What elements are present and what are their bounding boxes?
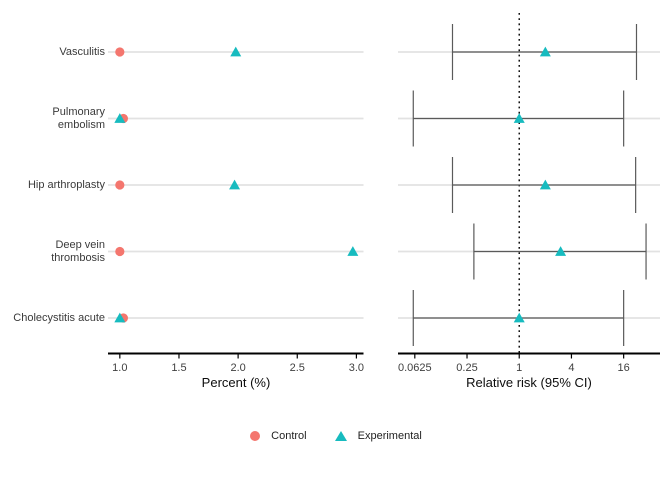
control-point [115, 246, 125, 257]
x-tick-label: 0.0625 [398, 362, 432, 374]
relative-risk-point [513, 312, 525, 323]
x-tick-label: 1 [516, 362, 522, 374]
legend-label-control: Control [271, 430, 307, 442]
category-label: Deep vein thrombosis [51, 238, 105, 264]
experimental-point [114, 312, 126, 323]
x-tick-label: 1.0 [112, 362, 127, 374]
legend-item-control: Control [250, 430, 307, 442]
x-tick-label: 2.5 [290, 362, 305, 374]
experimental-triangle-icon [334, 431, 347, 441]
category-label: Hip arthroplasty [27, 178, 105, 191]
category-label: Cholecystitis acute [13, 311, 105, 324]
percent-panel: 1.0 1.5 2.0 2.5 3.0 [108, 46, 364, 374]
relative-risk-panel: 0.0625 0.25 1 4 16 [398, 13, 660, 374]
x-tick-label: 4 [568, 362, 574, 374]
relative-risk-point [513, 113, 525, 123]
experimental-point [347, 246, 359, 256]
x-tick-label: 3.0 [349, 362, 364, 374]
experimental-point [114, 113, 126, 123]
experimental-point [229, 179, 241, 190]
relative-risk-point [539, 46, 551, 57]
control-point [115, 180, 125, 190]
experimental-point [230, 46, 242, 57]
x-tick-label: 0.25 [456, 362, 477, 374]
control-point [115, 47, 125, 57]
x-axis-title-percent: Percent (%) [201, 375, 271, 390]
relative-risk-point [555, 246, 567, 256]
control-circle-icon [250, 431, 261, 441]
x-tick-label: 16 [618, 362, 630, 374]
relative-risk-point [539, 179, 551, 190]
x-axis-title-relative-risk: Relative risk (95% CI) [466, 375, 592, 390]
x-tick-label: 2.0 [230, 362, 245, 374]
legend-item-experimental: Experimental [334, 430, 422, 442]
legend-label-experimental: Experimental [357, 430, 422, 442]
category-label: Pulmonary embolism [52, 105, 105, 131]
x-tick-label: 1.5 [171, 362, 186, 374]
legend: Control Experimental [0, 426, 672, 446]
category-label: Vasculitis [59, 45, 105, 58]
